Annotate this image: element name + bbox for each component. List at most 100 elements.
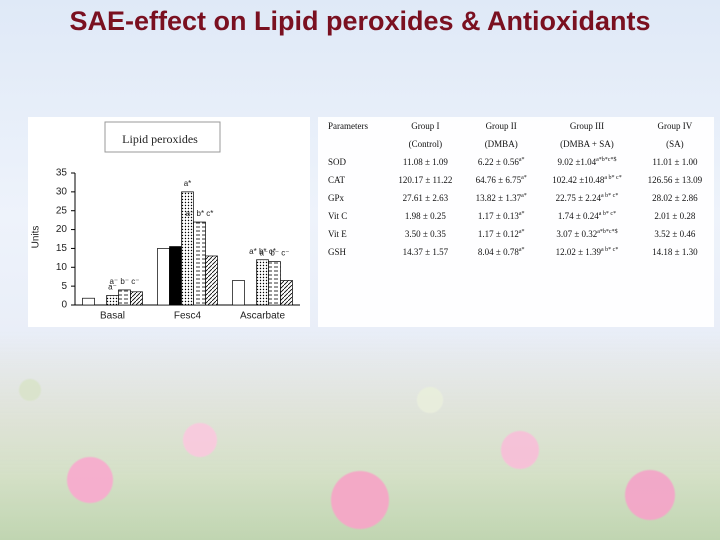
significance-note: a⁻ b* c* — [186, 209, 214, 218]
header-subtext: (Control) — [408, 139, 443, 149]
chart-title: Lipid peroxides — [122, 132, 198, 146]
cell-text: 6.22 ± 0.56 — [477, 157, 519, 167]
header-cell: Group IV (SA) — [636, 117, 714, 153]
cell-text: 1.17 ± 0.13 — [477, 211, 519, 221]
significance-note: a⁻ — [108, 283, 117, 292]
cell-superscript: a b* c* — [598, 211, 617, 217]
cell-superscript: a* — [518, 157, 525, 163]
table-row: GPx 27.61 ± 2.63 13.82 ± 1.37a* 22.75 ± 2.2… — [318, 189, 714, 207]
background-flowers — [0, 330, 720, 540]
header-subtext: (DMBA + SA) — [560, 139, 614, 149]
x-tick-label: Fesc4 — [174, 311, 202, 322]
cell-text: Vit E — [328, 229, 347, 239]
cell-text: 22.75 ± 2.24 — [555, 193, 602, 203]
y-tick-label: 10 — [56, 262, 68, 273]
y-tick-label: 30 — [56, 186, 68, 197]
table-cell: GPx — [318, 189, 387, 207]
cell-superscript: a* — [518, 211, 525, 217]
bar — [280, 280, 293, 306]
header-cell: Group II (DMBA) — [464, 117, 538, 153]
cell-text: 1.98 ± 0.25 — [404, 211, 446, 221]
table: Parameters Group I (Control) Group II (DMBA)… — [318, 117, 714, 261]
bar — [118, 289, 131, 306]
cell-text: 3.07 ± 0.32 — [556, 229, 598, 239]
cell-text: 126.56 ± 13.09 — [647, 175, 703, 185]
cell-text: Vit C — [328, 211, 348, 221]
bar — [268, 261, 281, 306]
cell-text: 1.74 ± 0.24 — [557, 211, 599, 221]
cell-text: 3.50 ± 0.35 — [404, 229, 446, 239]
cell-text: 102.42 ±10.48 — [552, 175, 605, 185]
header-subtext: (SA) — [666, 139, 684, 149]
cell-superscript: a b* c* — [601, 247, 619, 253]
header-subtext — [328, 139, 384, 149]
table-cell: 13.82 ± 1.37a* — [464, 189, 538, 207]
table-cell: 1.17 ± 0.12a* — [464, 225, 538, 243]
header-text: Parameters — [328, 121, 368, 131]
table-row: Vit C 1.98 ± 0.25 1.17 ± 0.13a* 1.74 ± 0.24… — [318, 207, 714, 225]
bar — [193, 221, 206, 306]
header-cell: Parameters — [318, 117, 387, 153]
table-cell: 3.52 ± 0.46 — [636, 225, 714, 243]
significance-note: a* b* c* — [249, 247, 276, 256]
y-tick-label: 35 — [56, 168, 68, 179]
table-cell: 12.02 ± 1.39a b* c* — [538, 243, 636, 261]
table-cell: 8.04 ± 0.78a* — [464, 243, 538, 261]
table-cell: 14.18 ± 1.30 — [636, 243, 714, 261]
table-cell: 1.98 ± 0.25 — [387, 207, 465, 225]
table-cell: 3.50 ± 0.35 — [387, 225, 465, 243]
cell-text: 13.82 ± 1.37 — [475, 193, 522, 203]
chart: Lipid peroxides Units 0 5 10 15 20 25 30 35 Basa… — [28, 117, 310, 327]
table-cell: 120.17 ± 11.22 — [387, 171, 465, 189]
table-cell: Vit C — [318, 207, 387, 225]
cell-text: 64.76 ± 6.75 — [475, 175, 522, 185]
header-text: Group IV — [657, 121, 693, 131]
cell-superscript: a* — [521, 175, 527, 181]
table-cell: 27.61 ± 2.63 — [387, 189, 465, 207]
cell-superscript: a b* c* — [601, 193, 619, 199]
cell-text: 3.52 ± 0.46 — [654, 229, 696, 239]
table-row: Vit E 3.50 ± 0.35 1.17 ± 0.12a* 3.07 ± 0.32… — [318, 225, 714, 243]
bar — [106, 295, 119, 306]
chart-title-frame — [104, 121, 221, 153]
x-tick-label: Basal — [100, 311, 125, 322]
cell-text: 9.02 ±1.04 — [557, 157, 597, 167]
bar — [130, 291, 143, 306]
header-cell: Group I (Control) — [387, 117, 465, 153]
cell-text: CAT — [328, 175, 346, 185]
cell-text: 120.17 ± 11.22 — [398, 175, 453, 185]
y-tick-label: 0 — [61, 300, 67, 311]
table-cell: 28.02 ± 2.86 — [636, 189, 714, 207]
bar — [157, 248, 170, 306]
cell-text: GSH — [328, 247, 347, 257]
y-tick-label: 5 — [61, 281, 67, 292]
table-cell: 64.76 ± 6.75a* — [464, 171, 538, 189]
table-cell: 126.56 ± 13.09 — [636, 171, 714, 189]
table-cell: 3.07 ± 0.32a*b*c*$ — [538, 225, 636, 243]
header-row: Parameters Group I (Control) Group II (DMBA)… — [318, 117, 714, 153]
cell-superscript: a* — [518, 229, 525, 235]
table-row: GSH 14.37 ± 1.57 8.04 ± 0.78a* 12.02 ± 1.39… — [318, 243, 714, 261]
cell-text: 11.08 ± 1.09 — [402, 157, 448, 167]
table-cell: SOD — [318, 153, 387, 171]
y-tick-label: 25 — [56, 205, 68, 216]
header-text: Group III — [569, 121, 605, 131]
cell-text: 12.02 ± 1.39 — [555, 247, 602, 257]
cell-text: 1.17 ± 0.12 — [477, 229, 519, 239]
y-tick-label: 20 — [56, 224, 68, 235]
table-cell: 1.74 ± 0.24a b* c* — [538, 207, 636, 225]
cell-text: GPx — [328, 193, 345, 203]
significance-note: a⁻ b⁻ c⁻ — [259, 249, 289, 258]
slide-title: SAE-effect on Lipid peroxides & Antioxid… — [69, 6, 651, 36]
table-row: SOD 11.08 ± 1.09 6.22 ± 0.56a* 9.02 ±1.04a*… — [318, 153, 714, 171]
cell-superscript: a*b*c*$ — [596, 157, 617, 163]
x-tick-label: Ascarbate — [240, 311, 285, 322]
bar — [205, 255, 218, 306]
cell-text: 8.04 ± 0.78 — [477, 247, 519, 257]
cell-text: 27.61 ± 2.63 — [402, 193, 449, 203]
bar — [256, 259, 269, 306]
cell-text: 2.01 ± 0.28 — [654, 211, 696, 221]
header-cell: Group III (DMBA + SA) — [538, 117, 636, 153]
header-text: Group I — [411, 121, 440, 131]
bar — [169, 246, 182, 306]
